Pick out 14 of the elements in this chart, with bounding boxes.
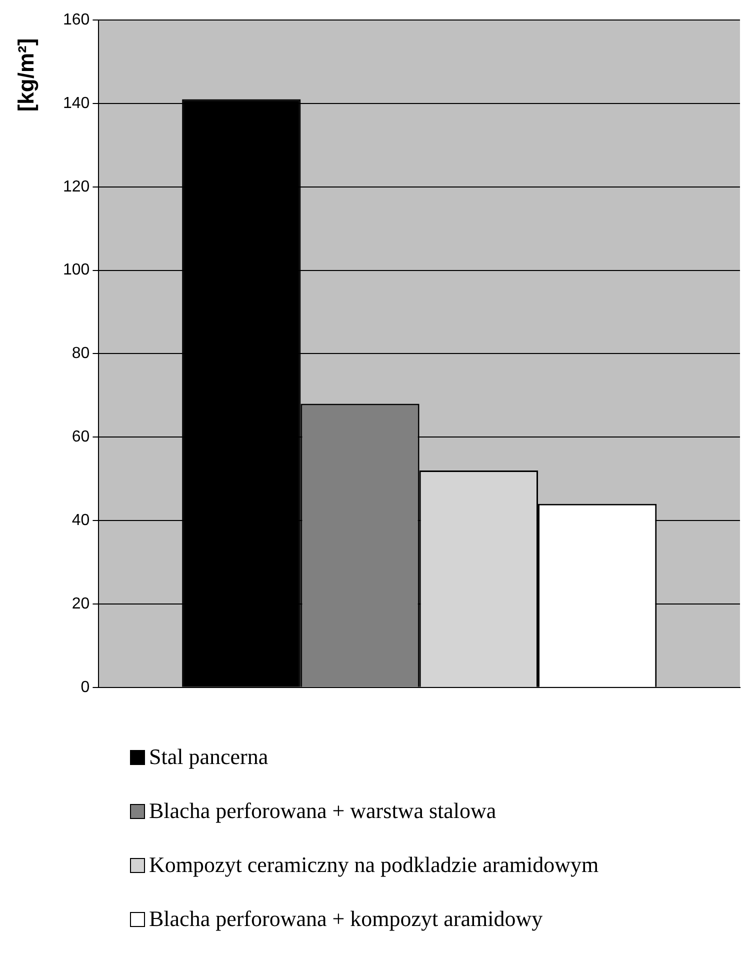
y-tick-label: 40 [72,512,90,529]
y-tick-label: 160 [62,11,90,28]
y-tick-label: 20 [72,595,90,612]
legend-label: Stal pancerna [149,744,268,770]
y-tick-label: 120 [62,178,90,196]
y-tick-label: 80 [72,345,90,362]
legend-label: Kompozyt ceramiczny na podkladzie aramidowym [149,852,599,878]
y-tick-label: 140 [62,94,90,112]
y-axis-title: [kg/m²] [14,38,40,112]
legend-label: Blacha perforowana + warstwa stalowa [149,798,496,824]
legend-label: Blacha perforowana + kompozyt aramidowy [149,906,543,932]
y-tick-label: 60 [72,428,90,446]
y-tick-label: 0 [80,678,90,696]
y-tick-label: 100 [62,262,90,279]
